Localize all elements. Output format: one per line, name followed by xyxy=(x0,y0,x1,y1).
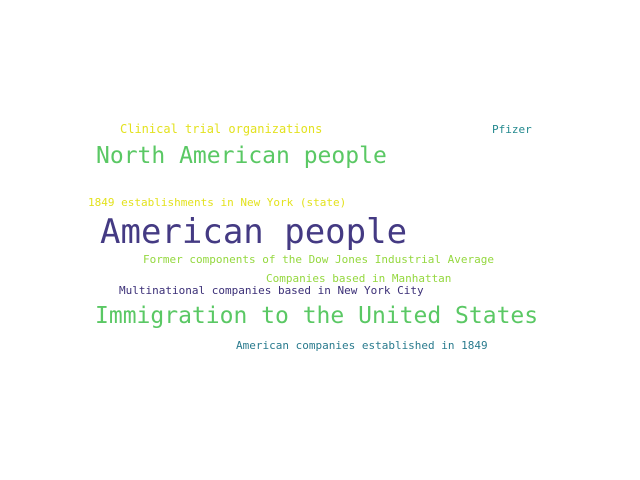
word-american-people: American people xyxy=(100,212,408,252)
word-american-companies-established-1849: American companies established in 1849 xyxy=(236,339,488,352)
word-1849-establishments-new-york: 1849 establishments in New York (state) xyxy=(88,196,347,209)
word-immigration-to-the-united-states: Immigration to the United States xyxy=(95,303,539,329)
word-pfizer: Pfizer xyxy=(492,123,532,136)
word-north-american-people: North American people xyxy=(96,143,387,169)
word-clinical-trial-organizations: Clinical trial organizations xyxy=(120,122,323,136)
word-former-dow-jones-components: Former components of the Dow Jones Indus… xyxy=(143,253,494,266)
word-companies-based-in-manhattan: Companies based in Manhattan xyxy=(266,272,452,285)
word-multinational-companies-nyc: Multinational companies based in New Yor… xyxy=(119,284,424,297)
